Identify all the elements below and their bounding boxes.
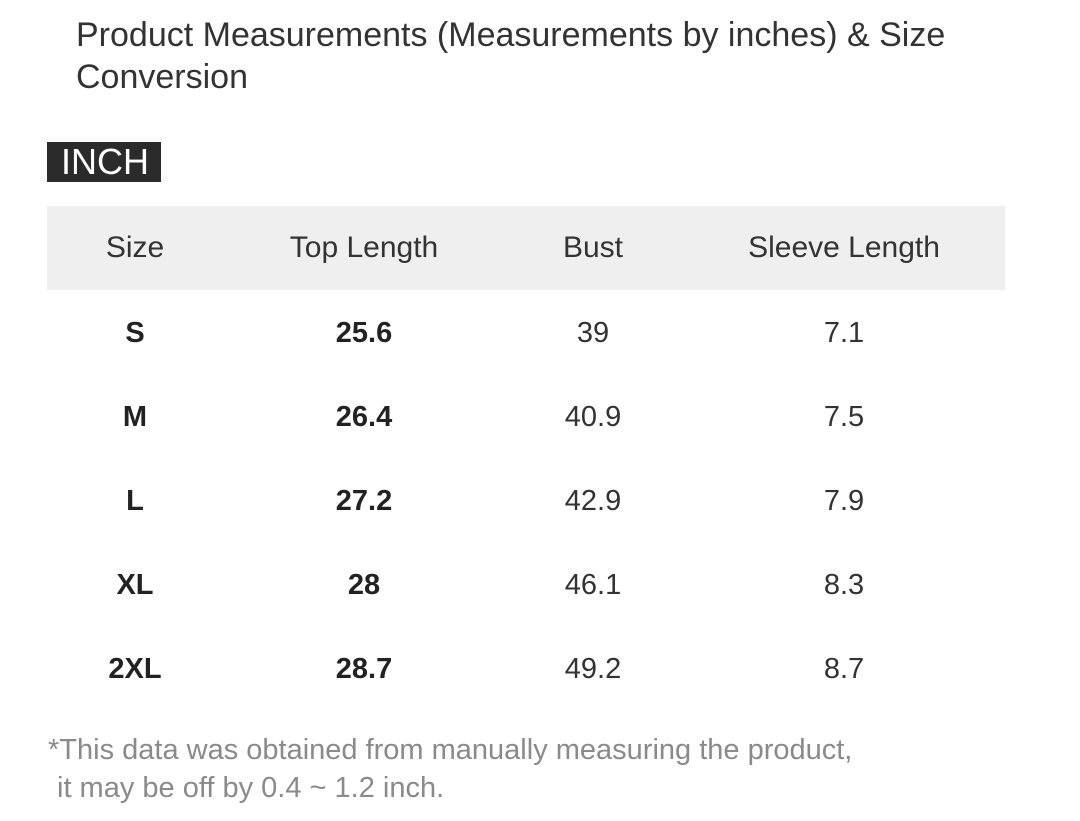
footnote: *This data was obtained from manually me… bbox=[48, 734, 853, 766]
column-header: Bust bbox=[562, 231, 624, 264]
table-cell: 2XL bbox=[108, 653, 162, 685]
table-cell: 25.6 bbox=[335, 317, 393, 349]
table-cell: 8.3 bbox=[823, 569, 865, 601]
column-header: Size bbox=[105, 231, 165, 264]
title: Product Measurements (Measurements by in… bbox=[76, 16, 946, 96]
table-cell: L bbox=[126, 485, 144, 517]
column-header: Top Length bbox=[289, 231, 439, 264]
table-cell: 7.9 bbox=[823, 485, 865, 517]
table-cell: XL bbox=[116, 569, 154, 601]
column-header: Sleeve Length bbox=[748, 231, 940, 264]
table-cell: M bbox=[122, 401, 148, 433]
table-cell: 27.2 bbox=[335, 485, 393, 517]
table-cell: 42.9 bbox=[564, 485, 622, 517]
footnote: it may be off by 0.4 ~ 1.2 inch. bbox=[57, 772, 445, 804]
table-cell: S bbox=[125, 317, 145, 349]
table-cell: 39 bbox=[576, 317, 610, 349]
table-cell: 7.5 bbox=[823, 401, 865, 433]
table-cell: 28.7 bbox=[335, 653, 393, 685]
table-cell: 7.1 bbox=[823, 317, 865, 349]
table-cell: 28 bbox=[347, 569, 381, 601]
unit-tag: INCH bbox=[47, 142, 161, 182]
table-cell: 40.9 bbox=[564, 401, 622, 433]
table-cell: 8.7 bbox=[823, 653, 865, 685]
table-cell: 46.1 bbox=[564, 569, 622, 601]
table-header bbox=[47, 206, 1005, 290]
table-cell: 26.4 bbox=[335, 401, 393, 433]
table-cell: 49.2 bbox=[564, 653, 622, 685]
